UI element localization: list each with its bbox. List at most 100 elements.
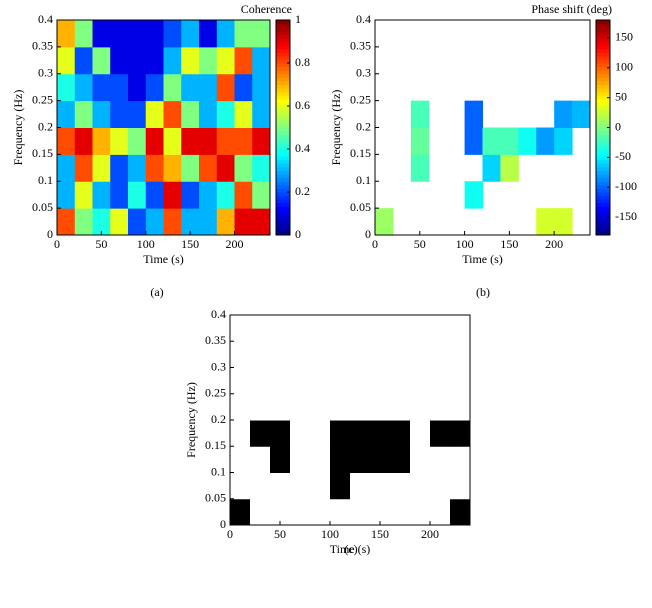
heatmap-cell — [110, 154, 129, 182]
heatmap-cell — [230, 472, 251, 500]
heatmap-cell — [199, 100, 218, 128]
heatmap-cell — [250, 367, 271, 395]
colorbar-tick-label: 0.6 — [295, 98, 310, 112]
colorbar-segment — [596, 152, 610, 157]
heatmap-cell — [250, 420, 271, 447]
heatmap-cell — [145, 127, 164, 155]
x-axis-label: Time (s) — [143, 252, 184, 266]
heatmap-cell — [500, 154, 519, 182]
heatmap-cell — [390, 420, 411, 447]
heatmap-cell — [450, 315, 471, 342]
heatmap-cell — [110, 208, 129, 236]
heatmap-cell — [57, 20, 76, 48]
colorbar-tick-label: 0.2 — [295, 184, 310, 198]
colorbar-segment — [276, 199, 290, 204]
heatmap-cell — [181, 127, 200, 155]
y-tick-label: 0.4 — [38, 12, 53, 26]
heatmap-cell — [128, 208, 147, 236]
colorbar-segment — [596, 34, 610, 39]
heatmap-cell — [74, 20, 93, 48]
heatmap-cell — [290, 393, 311, 421]
colorbar-segment — [596, 120, 610, 125]
heatmap-cell — [310, 393, 331, 421]
heatmap-cell — [450, 393, 471, 421]
heatmap-cell — [330, 498, 351, 526]
y-tick-label: 0.3 — [38, 66, 53, 80]
heatmap-cell — [145, 208, 164, 236]
colorbar-segment — [596, 23, 610, 28]
heatmap-cell — [230, 446, 251, 473]
colorbar-segment — [596, 131, 610, 136]
colorbar-segment — [276, 84, 290, 89]
heatmap-cell — [390, 393, 411, 421]
x-tick-label: 100 — [321, 527, 339, 541]
colorbar-segment — [596, 52, 610, 57]
heatmap-cell — [230, 393, 251, 421]
heatmap-cell — [482, 127, 501, 155]
heatmap-cell — [128, 154, 147, 182]
heatmap-cell — [500, 127, 519, 155]
heatmap-cell — [74, 73, 93, 102]
heatmap-cell — [128, 46, 147, 75]
heatmap-cell — [74, 208, 93, 236]
heatmap-cell — [92, 127, 111, 155]
heatmap-cell — [57, 127, 76, 155]
heatmap-cell — [390, 341, 411, 368]
heatmap-cell — [163, 154, 182, 182]
heatmap-cell — [450, 420, 471, 447]
panel-label: (c) — [344, 542, 357, 556]
y-tick-label: 0.4 — [356, 12, 371, 26]
heatmap-cell — [163, 46, 182, 75]
heatmap-cell — [234, 100, 253, 128]
heatmap-cell — [234, 20, 253, 48]
y-axis-label: Frequency (Hz) — [329, 90, 343, 166]
heatmap-cell — [216, 100, 235, 128]
colorbar-segment — [276, 227, 290, 232]
y-tick-label: 0.25 — [350, 92, 371, 106]
heatmap-cell — [128, 20, 147, 48]
heatmap-cell — [375, 208, 394, 236]
colorbar-segment — [596, 213, 610, 218]
heatmap-cell — [199, 154, 218, 182]
heatmap-cell — [145, 100, 164, 128]
heatmap-cell — [163, 127, 182, 155]
heatmap-cell — [216, 208, 235, 236]
heatmap-cell — [252, 46, 271, 75]
colorbar-segment — [596, 30, 610, 35]
heatmap-cell — [145, 73, 164, 102]
heatmap-cell — [430, 498, 451, 526]
colorbar-segment — [596, 166, 610, 171]
heatmap-cell — [92, 46, 111, 75]
heatmap-cell — [290, 315, 311, 342]
colorbar-tick-label: 0.8 — [295, 55, 310, 69]
heatmap-cell — [252, 127, 271, 155]
heatmap-cell — [330, 420, 351, 447]
y-tick-label: 0.05 — [32, 200, 53, 214]
colorbar-segment — [596, 102, 610, 107]
heatmap-cell — [110, 73, 129, 102]
y-tick-label: 0.35 — [205, 333, 226, 347]
colorbar-segment — [596, 113, 610, 118]
colorbar-segment — [276, 91, 290, 96]
heatmap-cell — [410, 446, 431, 473]
heatmap-cell — [350, 446, 371, 473]
heatmap-cell — [252, 208, 271, 236]
heatmap-cell — [554, 127, 573, 155]
colorbar-segment — [596, 174, 610, 179]
heatmap-cell — [410, 367, 431, 395]
colorbar-segment — [596, 141, 610, 146]
colorbar-segment — [276, 52, 290, 57]
colorbar-segment — [276, 20, 290, 25]
colorbar-segment — [596, 156, 610, 161]
heatmap-cell — [252, 100, 271, 128]
x-tick-label: 100 — [137, 237, 155, 251]
colorbar-segment — [276, 131, 290, 136]
heatmap-cell — [290, 341, 311, 368]
colorbar-segment — [596, 170, 610, 175]
colorbar-tick-label: 150 — [615, 30, 633, 44]
colorbar-tick-label: -150 — [615, 209, 637, 223]
heatmap-cell — [57, 46, 76, 75]
x-tick-label: 50 — [95, 237, 107, 251]
heatmap-cell — [572, 100, 591, 128]
colorbar-tick-label: 0.4 — [295, 141, 310, 155]
